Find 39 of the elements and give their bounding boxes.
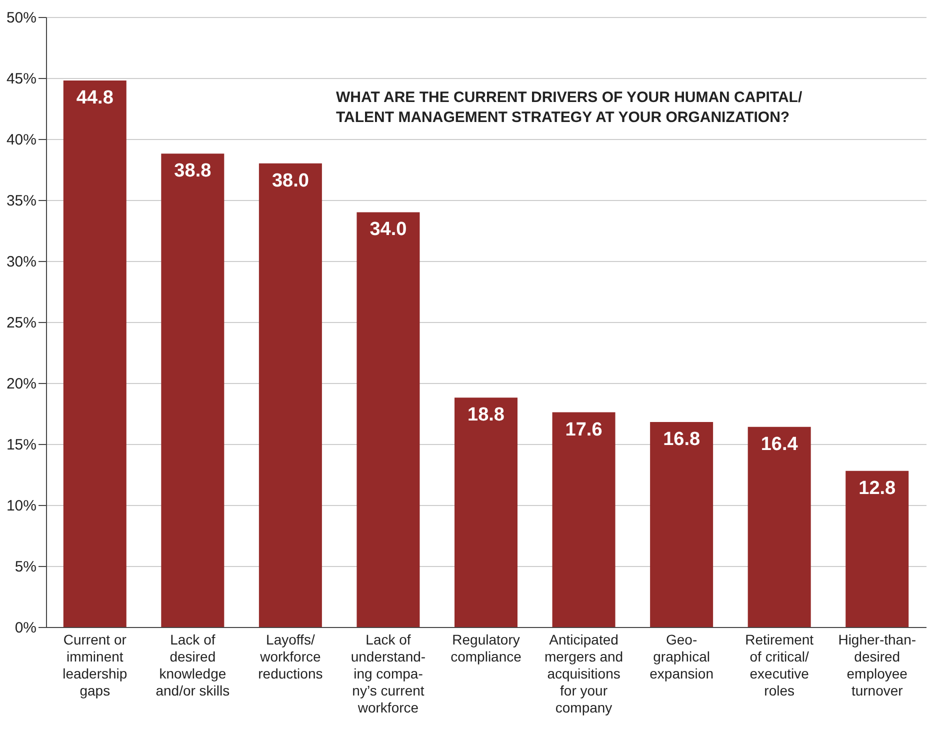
y-tick-label: 20% [6,376,36,392]
x-tick-label: Layoffs/ workforce reductions [258,632,323,682]
bar [161,154,224,627]
y-tick-label: 35% [6,192,36,210]
bar [748,426,811,627]
bar [552,412,616,627]
bar [63,80,126,627]
y-tick-label: 5% [14,558,36,576]
data-label: 16.4 [760,434,798,455]
x-tick-label: Current or imminent leadership gaps [62,632,128,698]
data-label: 12.8 [858,478,896,499]
data-label: 44.8 [76,87,114,108]
x-tick-label: Regulatory compliance [450,632,522,664]
x-tick-label: Higher-than- desired employee turnover [838,632,916,698]
y-tick-label: 30% [6,254,36,270]
bar [846,470,909,627]
data-label: 18.8 [468,404,504,426]
x-tick-label: Geo- graphical expansion [650,632,714,682]
data-label: 38.8 [174,160,212,182]
data-label: 16.8 [663,429,700,450]
data-label: 34.0 [370,219,407,240]
bar [356,212,420,627]
data-label: 17.6 [565,419,602,440]
y-tick-label: 0% [14,620,36,636]
y-tick-label: 25% [6,314,36,332]
y-tick-label: 45% [6,70,36,88]
x-tick-label: Lack of desired knowledge and/or skills [156,632,230,698]
y-tick-label: 40% [6,132,36,148]
bar [454,398,518,627]
x-tick-label: Retirement of critical/ executive roles [745,632,814,698]
text: WHAT ARE THE CURRENT DRIVERS OF YOUR HUMAN CAPITAL/ TALENT MANAGEMENT STRATEGY AT YOUR ORGANIZATION? [336,89,803,126]
y-tick-label: 10% [6,498,36,514]
x-tick-label: Anticipated mergers and acquisitions for your company [544,632,624,716]
bar [258,163,322,627]
x-tick-label: Lack of understand- ing compa- ny’s current workforce [350,632,426,716]
y-tick-label: 50% [6,10,36,26]
bar [650,422,714,627]
data-label: 38.0 [272,170,309,192]
y-tick-label: 15% [6,436,36,454]
